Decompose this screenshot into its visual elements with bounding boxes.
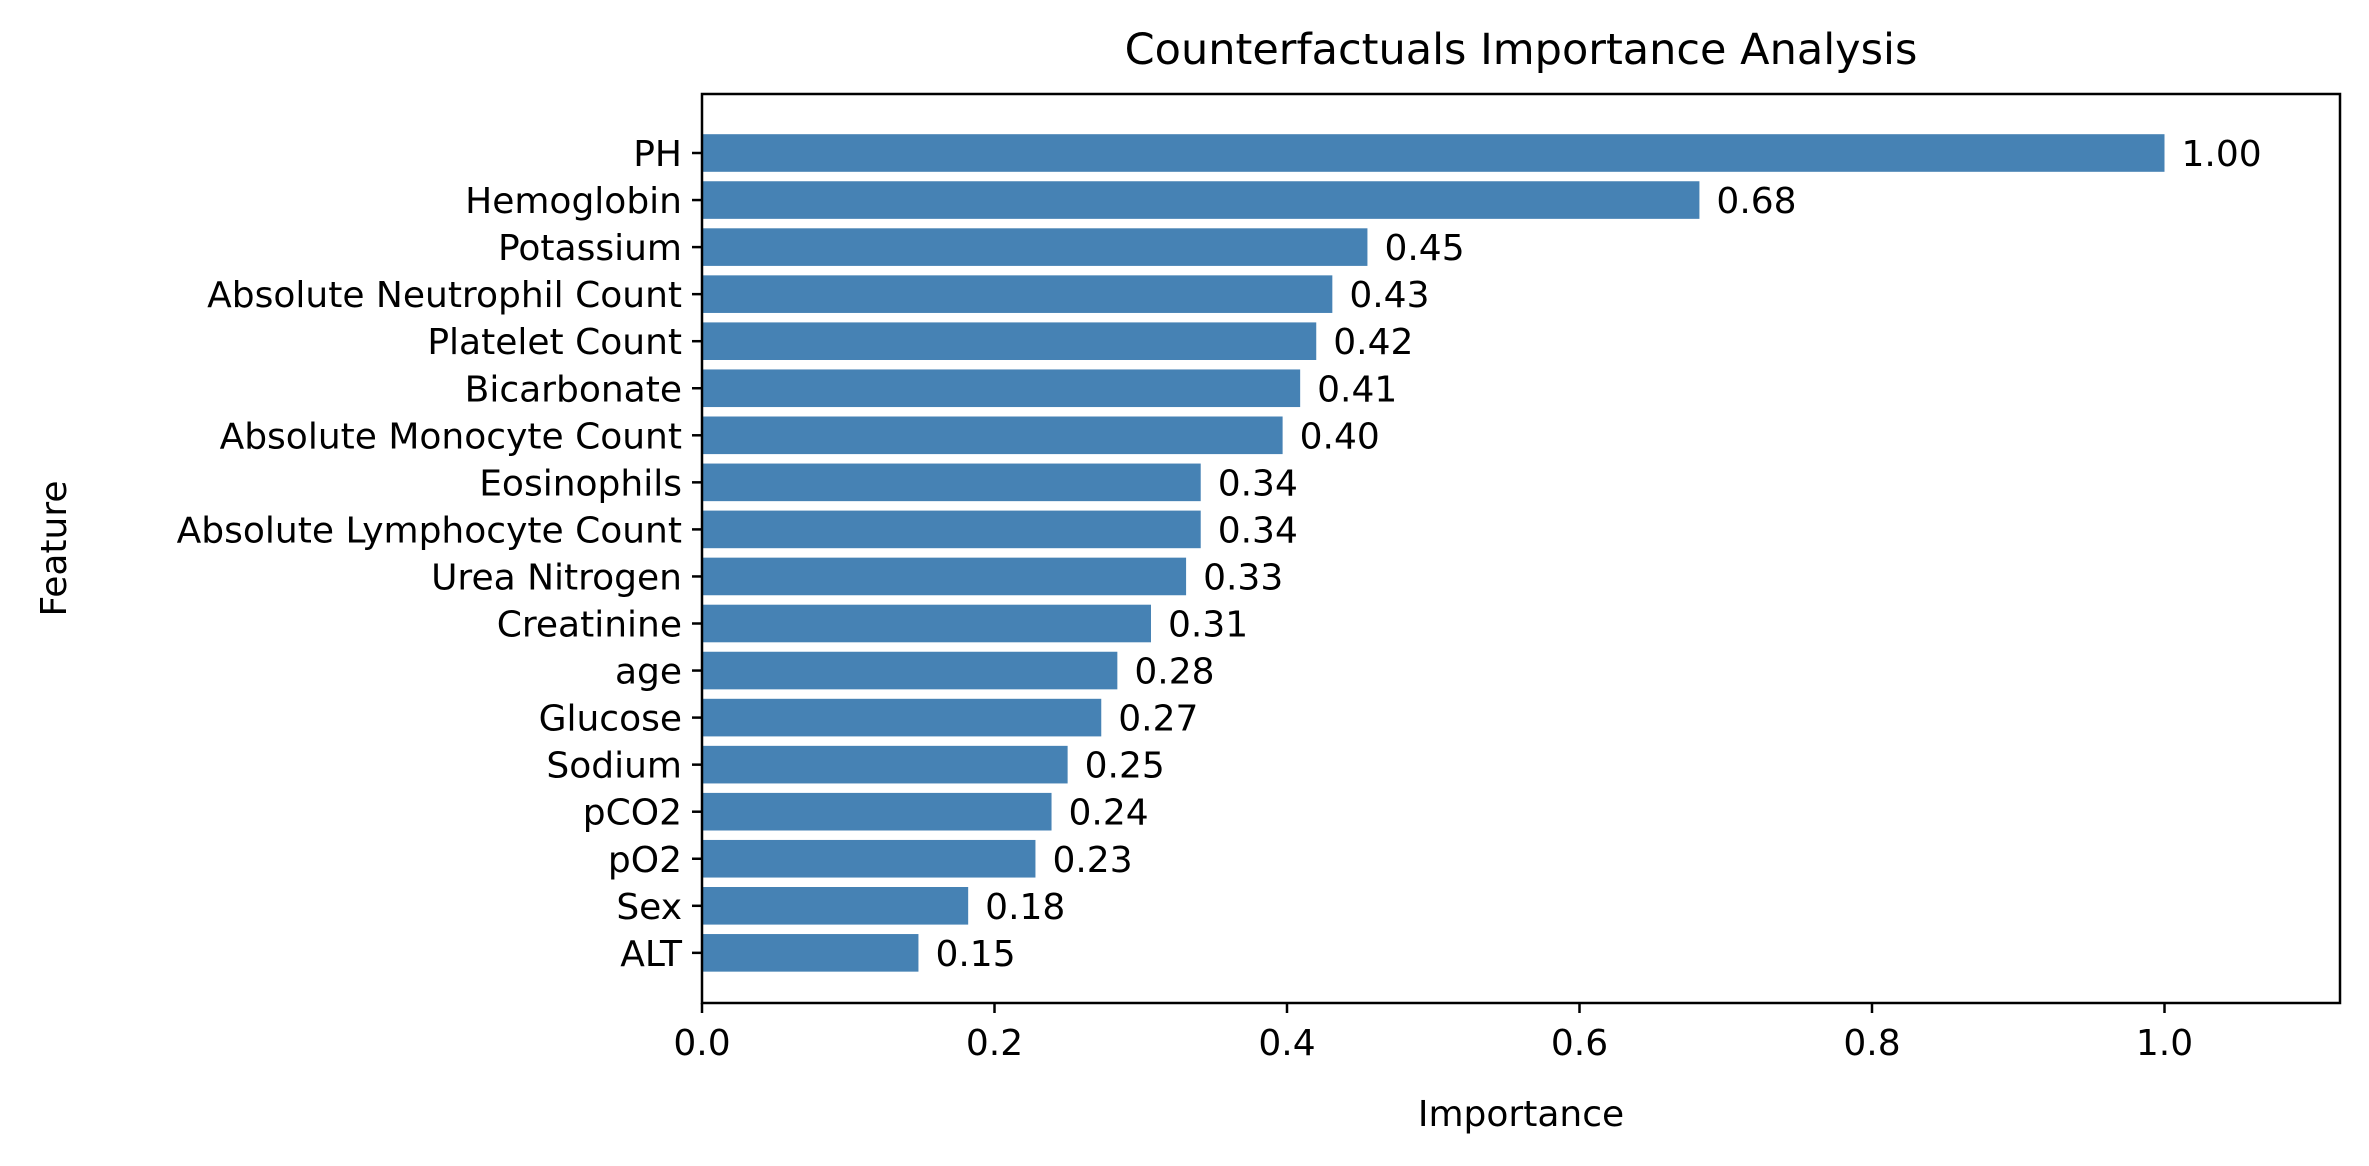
bar-value-label-16: 0.18 [985, 887, 1065, 928]
bar-value-label-11: 0.28 [1134, 652, 1214, 693]
bar-6 [702, 416, 1283, 455]
bar-15 [702, 839, 1036, 878]
y-tick-label-11: age [615, 652, 682, 693]
bar-16 [702, 887, 969, 925]
y-tick-label-15: pO2 [608, 840, 682, 881]
y-tick-label-10: Creatinine [497, 605, 682, 646]
chart-title: Counterfactuals Importance Analysis [1125, 25, 1918, 75]
x-tick-label-0: 0.0 [673, 1023, 730, 1064]
plot-area-frame [700, 92, 2342, 1005]
bar-17 [702, 934, 919, 972]
x-tick-label-1: 0.2 [966, 1023, 1023, 1064]
bar-3 [702, 275, 1333, 313]
y-tick-label-8: Absolute Lymphocyte Count [177, 510, 682, 551]
x-tick-label-2: 0.4 [1258, 1023, 1315, 1064]
y-tick-label-12: Glucose [539, 699, 682, 740]
ticks-layer: PH Hemoglobin Potassium Absolute Neutrophil… [177, 134, 2193, 1064]
bars-layer: 1.000.680.450.430.420.410.400.340.340.33… [702, 134, 2262, 975]
bar-value-label-13: 0.25 [1085, 746, 1165, 787]
x-tick-label-3: 0.6 [1551, 1023, 1608, 1064]
bar-value-label-7: 0.34 [1218, 463, 1298, 504]
y-tick-label-7: Eosinophils [479, 463, 682, 504]
bar-0 [702, 134, 2165, 172]
bar-2 [702, 228, 1368, 266]
bar-value-label-8: 0.34 [1218, 510, 1298, 551]
bar-value-label-14: 0.24 [1069, 793, 1149, 834]
y-tick-label-17: ALT [620, 934, 683, 975]
bar-4 [702, 322, 1317, 360]
bar-14 [702, 792, 1052, 831]
y-tick-label-2: Potassium [498, 228, 682, 269]
y-tick-label-13: Sodium [546, 746, 682, 787]
bar-1 [702, 181, 1700, 219]
bar-value-label-0: 1.00 [2182, 134, 2262, 175]
bar-9 [702, 557, 1187, 596]
bar-5 [702, 369, 1301, 408]
bar-value-label-1: 0.68 [1716, 181, 1796, 222]
bar-11 [702, 651, 1118, 690]
y-tick-label-16: Sex [616, 887, 682, 928]
y-tick-label-4: Platelet Count [427, 322, 682, 363]
bar-8 [702, 510, 1201, 549]
bar-value-label-10: 0.31 [1168, 605, 1248, 646]
y-tick-label-5: Bicarbonate [465, 369, 682, 410]
y-tick-label-14: pCO2 [583, 793, 682, 834]
bar-value-label-4: 0.42 [1333, 322, 1413, 363]
bar-value-label-12: 0.27 [1118, 699, 1198, 740]
x-axis-label: Importance [1418, 1094, 1624, 1135]
bar-value-label-9: 0.33 [1203, 557, 1283, 598]
bar-13 [702, 745, 1068, 784]
bar-7 [702, 463, 1201, 502]
bar-value-label-2: 0.45 [1384, 228, 1464, 269]
bar-value-label-6: 0.40 [1300, 416, 1380, 457]
x-tick-label-5: 1.0 [2136, 1023, 2193, 1064]
y-tick-label-9: Urea Nitrogen [431, 557, 682, 598]
bar-10 [702, 604, 1151, 643]
bar-value-label-15: 0.23 [1052, 840, 1132, 881]
bar-value-label-3: 0.43 [1349, 275, 1429, 316]
bar-value-label-17: 0.15 [935, 934, 1015, 975]
x-tick-label-4: 0.8 [1843, 1023, 1900, 1064]
bar-12 [702, 698, 1102, 737]
y-axis-label: Feature [34, 480, 75, 616]
y-tick-label-1: Hemoglobin [465, 181, 682, 222]
y-tick-label-3: Absolute Neutrophil Count [207, 275, 682, 316]
y-tick-label-0: PH [633, 134, 682, 175]
y-tick-label-6: Absolute Monocyte Count [220, 416, 682, 457]
bar-value-label-5: 0.41 [1317, 369, 1397, 410]
